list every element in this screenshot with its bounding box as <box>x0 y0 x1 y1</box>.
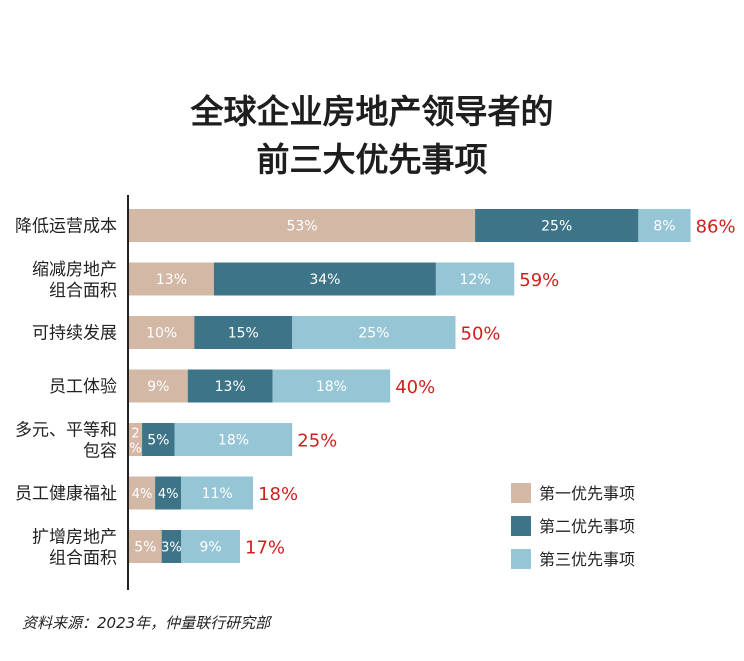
bar-segment <box>272 369 391 403</box>
category-label: 降低运营成本 <box>15 217 117 237</box>
total-label: 50% <box>461 324 501 345</box>
bar-segment <box>129 530 162 563</box>
bar-segment <box>129 476 156 510</box>
bar-segment <box>435 262 515 296</box>
legend-swatch <box>511 516 531 536</box>
bar-segment <box>181 476 254 510</box>
bar-segment <box>155 476 182 510</box>
segment-label: 5% <box>134 540 156 556</box>
total-label: 17% <box>245 538 285 559</box>
bar-segment <box>213 262 436 296</box>
total-label: 40% <box>395 377 435 398</box>
bar-segment <box>129 369 188 403</box>
segment-label: 2 <box>131 427 139 442</box>
bar-segment <box>142 423 175 456</box>
bar-segment <box>194 316 293 349</box>
category-label: 员工健康福祉 <box>15 484 117 504</box>
bar-segment <box>475 209 639 242</box>
segment-label: 25% <box>541 219 572 235</box>
bar-segment <box>129 209 476 242</box>
legend-swatch <box>511 549 531 569</box>
segment-label: % <box>129 442 141 457</box>
category-label: 包容 <box>83 442 117 462</box>
total-label: 25% <box>297 431 337 452</box>
category-label: 员工体验 <box>49 377 117 397</box>
bar-segment <box>129 316 195 349</box>
segment-label: 13% <box>215 379 246 395</box>
source-note: 资料来源：2023年，仲量联行研究部 <box>22 614 271 632</box>
category-label: 组合面积 <box>49 281 117 301</box>
total-label: 18% <box>258 484 298 505</box>
segment-label: 25% <box>358 326 389 342</box>
legend-label: 第三优先事项 <box>539 550 635 569</box>
legend-swatch <box>511 483 531 503</box>
legend-label: 第一优先事项 <box>539 484 635 503</box>
segment-label: 9% <box>147 379 169 395</box>
category-label: 组合面积 <box>49 549 117 569</box>
segment-label: 4% <box>132 487 153 502</box>
segment-label: 53% <box>286 219 317 235</box>
bar-segment <box>638 209 691 242</box>
segment-label: 10% <box>146 326 177 342</box>
bar-segment <box>161 530 182 563</box>
bar-segment <box>129 423 143 456</box>
bar-segment <box>292 316 456 349</box>
segment-label: 15% <box>228 326 259 342</box>
segment-label: 18% <box>316 379 347 395</box>
bar-segment <box>129 262 214 296</box>
segment-label: 34% <box>309 272 340 288</box>
segment-label: 12% <box>460 272 491 288</box>
segment-label: 9% <box>200 540 222 556</box>
segment-label: 3% <box>161 541 182 556</box>
segment-label: 8% <box>653 219 675 235</box>
bar-segment <box>174 423 293 456</box>
legend-label: 第二优先事项 <box>539 517 635 536</box>
segment-label: 13% <box>156 272 187 288</box>
category-label: 可持续发展 <box>32 324 117 344</box>
category-label: 扩增房地产 <box>32 528 117 548</box>
bar-segment <box>187 369 273 403</box>
chart-title-line-1: 全球企业房地产领导者的 <box>190 92 554 131</box>
total-label: 59% <box>519 270 559 291</box>
segment-label: 18% <box>218 433 249 449</box>
bar-segment <box>181 530 241 563</box>
chart-title-line-2: 前三大优先事项 <box>256 140 488 179</box>
segment-label: 11% <box>202 486 233 502</box>
segment-label: 4% <box>158 487 179 502</box>
segment-label: 5% <box>147 433 169 449</box>
category-label: 多元、平等和 <box>15 421 117 441</box>
total-label: 86% <box>696 217 736 238</box>
category-label: 缩减房地产 <box>32 260 117 280</box>
